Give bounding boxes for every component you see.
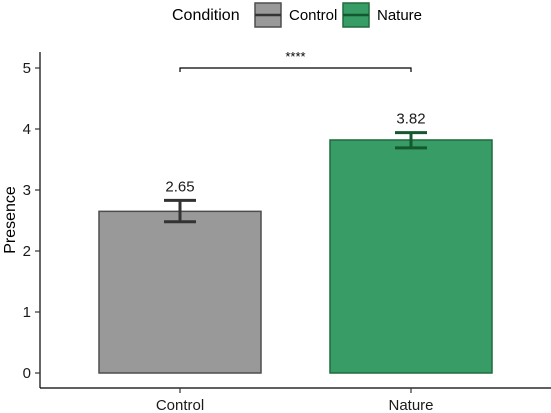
significance-label: **** <box>285 49 305 64</box>
x-tick-label-nature: Nature <box>388 397 433 413</box>
bar-nature <box>329 139 493 374</box>
legend-entry-nature: Nature <box>342 2 422 28</box>
y-tick-label: 3 <box>23 182 31 199</box>
legend-title: Condition <box>172 7 240 24</box>
data-label-nature: 3.82 <box>396 111 425 128</box>
legend: Condition Control Nature <box>172 2 422 28</box>
y-tick-label: 2 <box>23 243 31 260</box>
data-label-control: 2.65 <box>165 178 194 195</box>
bar-control <box>98 210 262 374</box>
x-tick-label-control: Control <box>156 397 204 413</box>
y-tick-label: 1 <box>23 304 31 321</box>
plot-area: 0 1 2 3 4 5 2.65 Control 3.82 Nature **** <box>23 49 551 413</box>
y-tick-label: 0 <box>23 365 31 382</box>
y-tick-label: 4 <box>23 121 31 138</box>
legend-label-control: Control <box>289 7 337 24</box>
y-tick-label: 5 <box>23 60 31 77</box>
legend-label-nature: Nature <box>377 7 422 24</box>
y-axis-title: Presence <box>2 186 19 254</box>
legend-entry-control: Control <box>254 2 337 28</box>
significance-bracket <box>179 67 412 72</box>
